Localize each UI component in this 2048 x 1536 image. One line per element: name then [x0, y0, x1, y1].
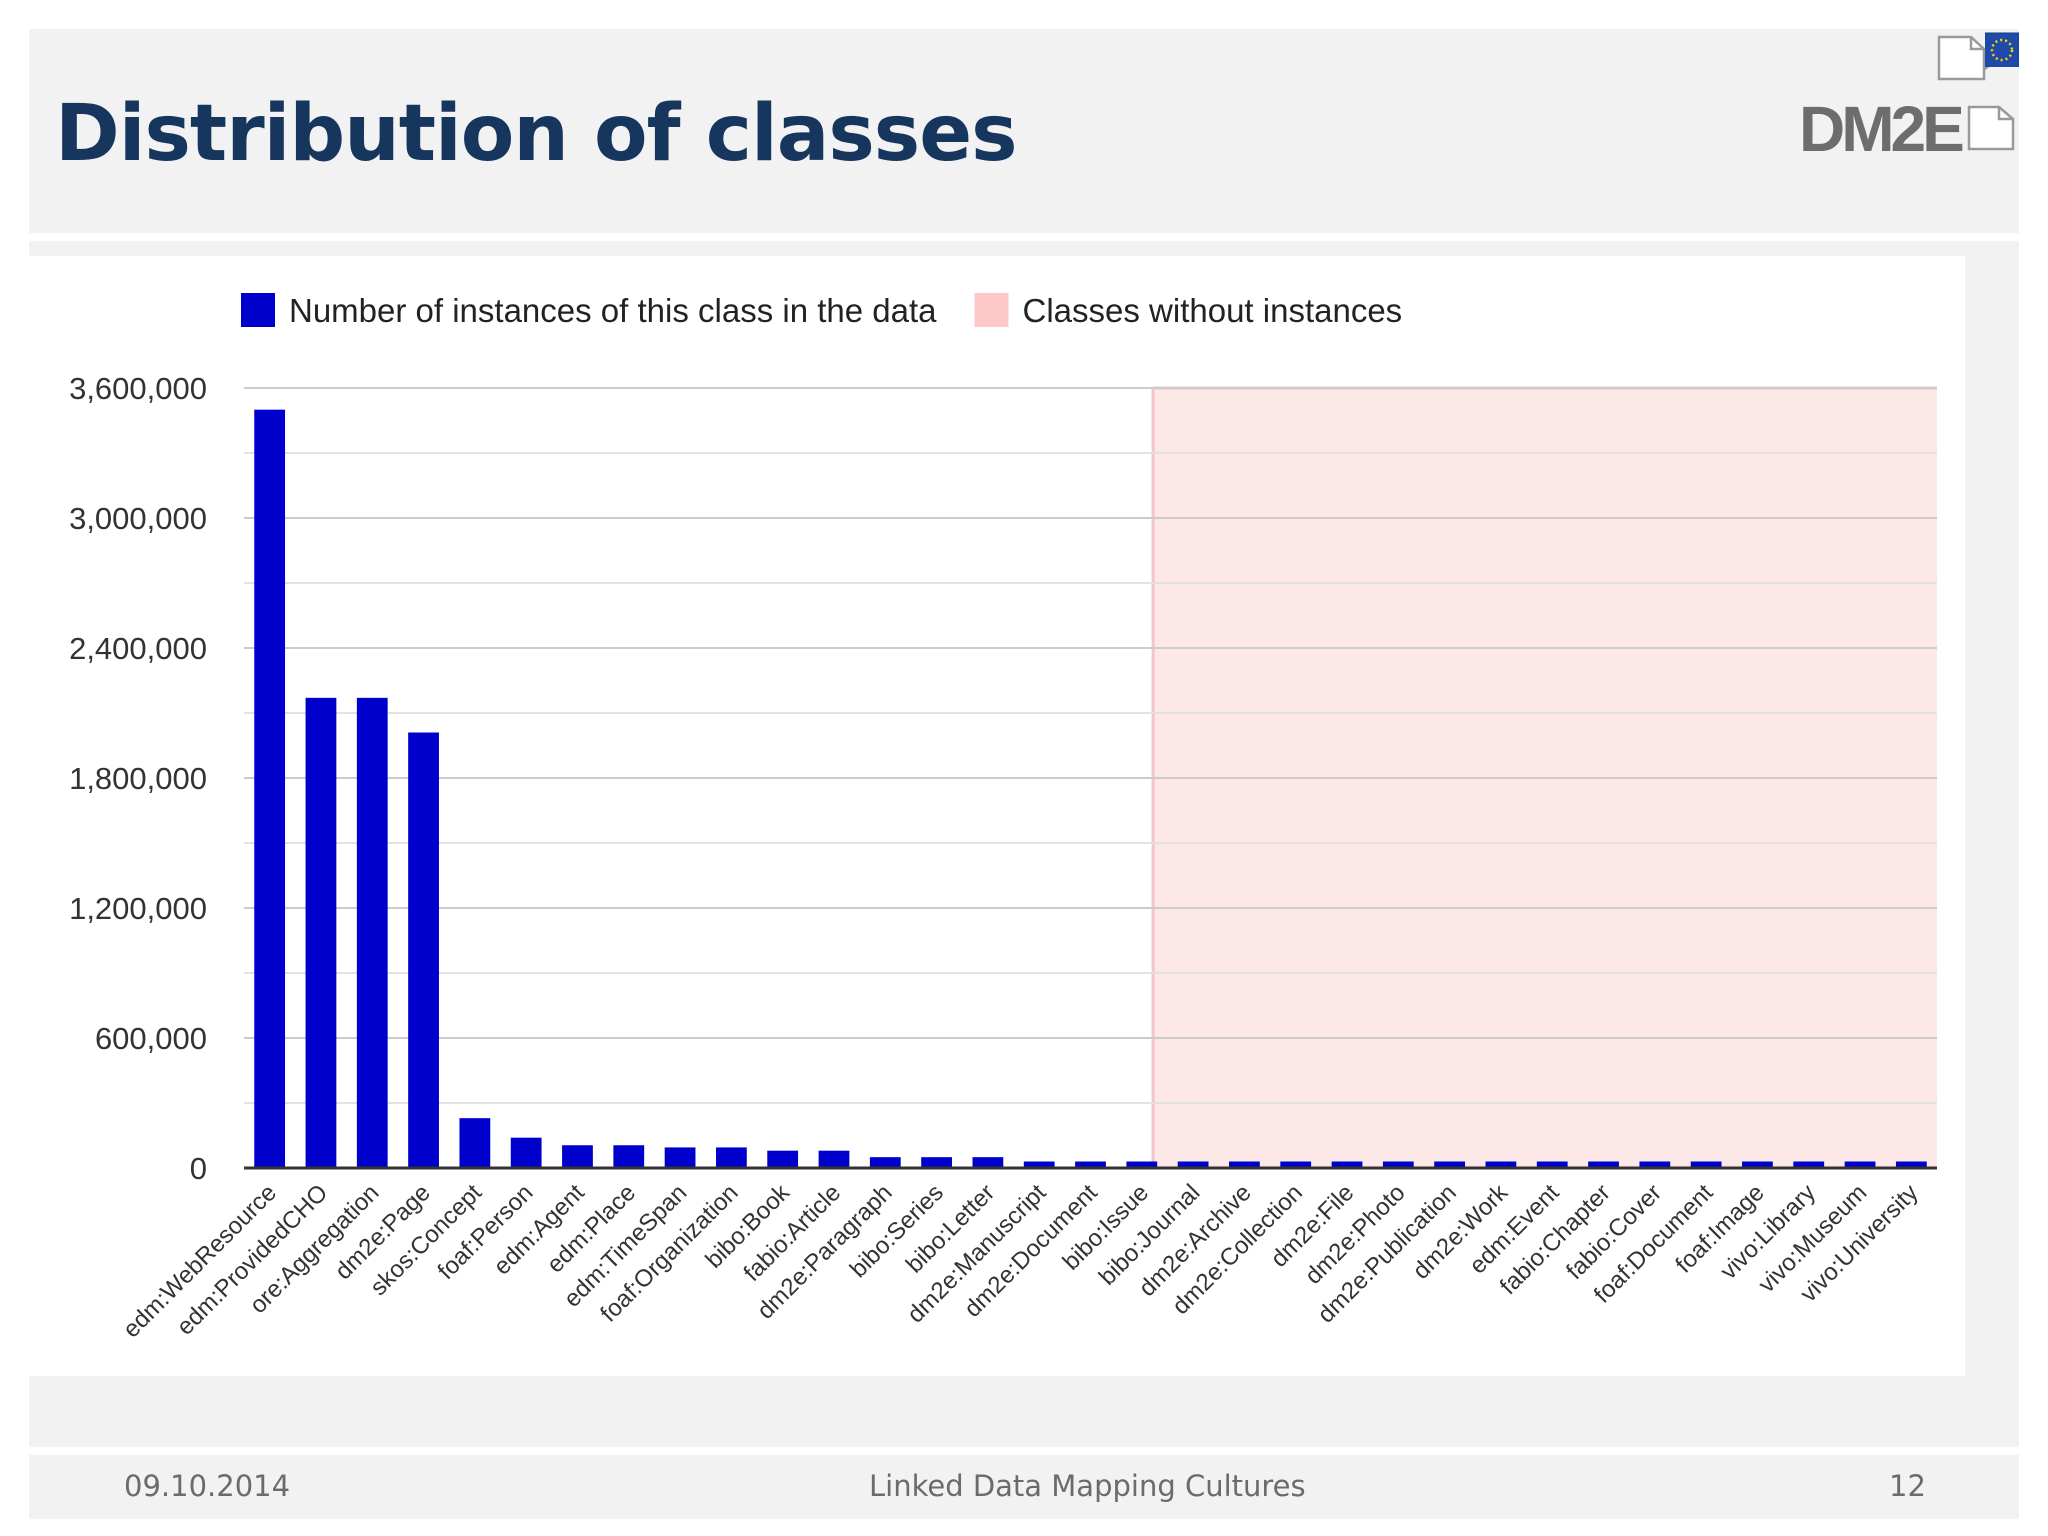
bar-vivo-university	[1895, 1161, 1927, 1168]
bar-dm2e-publication	[1434, 1161, 1466, 1168]
y-tick-label: 3,600,000	[69, 371, 207, 406]
y-tick-label: 2,400,000	[69, 631, 207, 666]
bar-dm2e-document	[1075, 1161, 1106, 1168]
bar-bibo-letter	[972, 1157, 1004, 1168]
legend-label-1: Number of instances of this class in the…	[289, 292, 937, 329]
bar-bibo-series	[921, 1157, 952, 1168]
bar-edm-timespan	[664, 1147, 696, 1168]
y-tick-label: 3,000,000	[69, 501, 207, 536]
bar-edm-agent	[562, 1145, 593, 1168]
bar-foaf-organization	[715, 1147, 747, 1168]
bar-foaf-document	[1690, 1161, 1722, 1168]
document-icon-bottom	[1967, 105, 2015, 151]
bar-dm2e-photo	[1382, 1161, 1414, 1168]
bar-bibo-book	[767, 1150, 799, 1168]
bar-foaf-image	[1742, 1161, 1773, 1168]
y-tick-label: 0	[190, 1151, 207, 1186]
bar-dm2e-archive	[1229, 1161, 1260, 1168]
slide-header: Distribution of classes DM2E	[29, 29, 2019, 233]
bar-edm-providedcho	[305, 697, 337, 1168]
bar-edm-event	[1536, 1161, 1568, 1168]
bar-foaf-person	[510, 1137, 542, 1168]
bar-fabio-cover	[1639, 1161, 1671, 1168]
bar-fabio-chapter	[1588, 1161, 1619, 1168]
bar-dm2e-manuscript	[1023, 1161, 1055, 1168]
bar-fabio-article	[818, 1150, 850, 1168]
bar-ore-aggregation	[356, 697, 388, 1168]
header-divider	[29, 233, 2019, 241]
footer-title: Linked Data Mapping Cultures	[869, 1469, 1306, 1503]
bar-dm2e-file	[1331, 1161, 1363, 1168]
dm2e-logo: DM2E	[1799, 32, 2019, 165]
bar-dm2e-paragraph	[869, 1157, 901, 1168]
chart-gridlines	[244, 387, 1937, 1104]
footer-page-number: 12	[1889, 1469, 1926, 1503]
chart-bars	[254, 409, 1927, 1168]
bar-bibo-issue	[1126, 1161, 1158, 1168]
document-icon-top	[1937, 35, 1992, 81]
bar-edm-webresource	[254, 409, 286, 1168]
logo-text: DM2E	[1799, 93, 1963, 165]
legend-swatch-2	[974, 293, 1009, 327]
chart-legend: Number of instances of this class in the…	[241, 292, 1402, 329]
bar-vivo-museum	[1844, 1161, 1876, 1168]
y-tick-label: 1,200,000	[69, 891, 207, 926]
legend-swatch-1	[241, 293, 275, 327]
bar-vivo-library	[1793, 1161, 1825, 1168]
y-tick-label: 1,800,000	[69, 761, 207, 796]
bar-dm2e-collection	[1280, 1161, 1312, 1168]
bar-bibo-journal	[1177, 1161, 1209, 1168]
chart-panel: Number of instances of this class in the…	[29, 256, 1965, 1376]
bar-chart: Number of instances of this class in the…	[69, 292, 1937, 1343]
legend-label-2: Classes without instances	[1023, 292, 1403, 329]
eu-flag-icon	[1985, 32, 2019, 67]
y-tick-label: 600,000	[95, 1021, 207, 1056]
bar-dm2e-work	[1485, 1161, 1517, 1168]
bar-skos-concept	[459, 1118, 491, 1168]
slide-title: Distribution of classes	[55, 89, 1018, 179]
bar-edm-place	[613, 1145, 645, 1168]
footer-date: 09.10.2014	[124, 1469, 291, 1503]
y-axis-ticks: 0 600,000 1,200,000 1,800,000 2,400,000 3,000…	[69, 371, 207, 1186]
footer-divider	[29, 1447, 2019, 1455]
x-axis-labels: edm:WebResourceedm:ProvidedCHOore:Aggreg…	[118, 1178, 1924, 1343]
bar-dm2e-page	[408, 732, 439, 1168]
